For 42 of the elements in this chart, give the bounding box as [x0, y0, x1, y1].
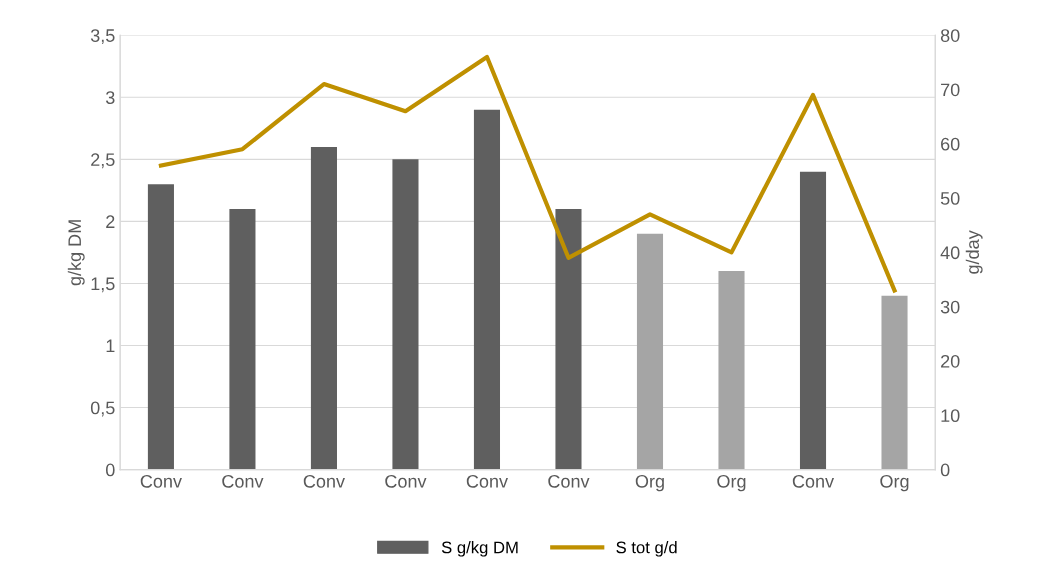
y2-tick-label: 50: [940, 192, 960, 205]
y2-tick-label: 70: [941, 83, 960, 97]
x-tick-label: Conv: [303, 474, 345, 488]
y2-tick-label: 20: [941, 354, 960, 368]
y-tick-label: 3: [105, 91, 115, 104]
y-tick-label: 3,5: [90, 29, 115, 45]
y2-tick-label: 40: [940, 246, 960, 260]
x-tick-label: Org: [717, 474, 746, 492]
bar: [392, 159, 419, 470]
y-tick-label: 2,5: [91, 153, 115, 169]
x-tick-label: Conv: [222, 474, 264, 488]
bar: [881, 295, 908, 470]
y-tick-label: 1,5: [91, 277, 115, 293]
x-tick-label: Conv: [466, 474, 508, 488]
bar: [799, 171, 827, 470]
x-tick-label: Conv: [140, 474, 182, 488]
y2-tick-label: 80: [940, 29, 960, 42]
y-axis-title: g/kg DM: [67, 220, 85, 286]
line-series: [158, 54, 897, 293]
y2-tick-label: 0: [940, 463, 950, 477]
bar: [147, 184, 174, 470]
y2-tick-label: 60: [941, 137, 960, 151]
x-tick-label: Conv: [792, 474, 835, 488]
legend-label: S tot g/d: [616, 541, 677, 557]
legend-label: S g/kg DM: [441, 541, 518, 557]
y-tick-label: 1: [106, 339, 115, 353]
bar: [473, 109, 501, 470]
x-tick-label: Org: [635, 474, 664, 492]
bar: [555, 208, 582, 470]
y2-axis-title: g/day: [965, 230, 983, 274]
x-tick-label: Conv: [548, 474, 590, 488]
y-tick-label: 2: [106, 215, 115, 228]
y-tick-label: 0,5: [90, 401, 115, 417]
x-tick-label: Org: [880, 474, 909, 492]
bar: [310, 146, 337, 470]
y2-tick-label: 30: [940, 300, 960, 314]
y2-tick-label: 10: [941, 409, 960, 423]
bar: [229, 208, 256, 470]
bar: [636, 233, 664, 470]
y-tick-label: 0: [105, 463, 115, 477]
bar: [718, 271, 745, 470]
x-tick-label: Conv: [385, 474, 427, 488]
